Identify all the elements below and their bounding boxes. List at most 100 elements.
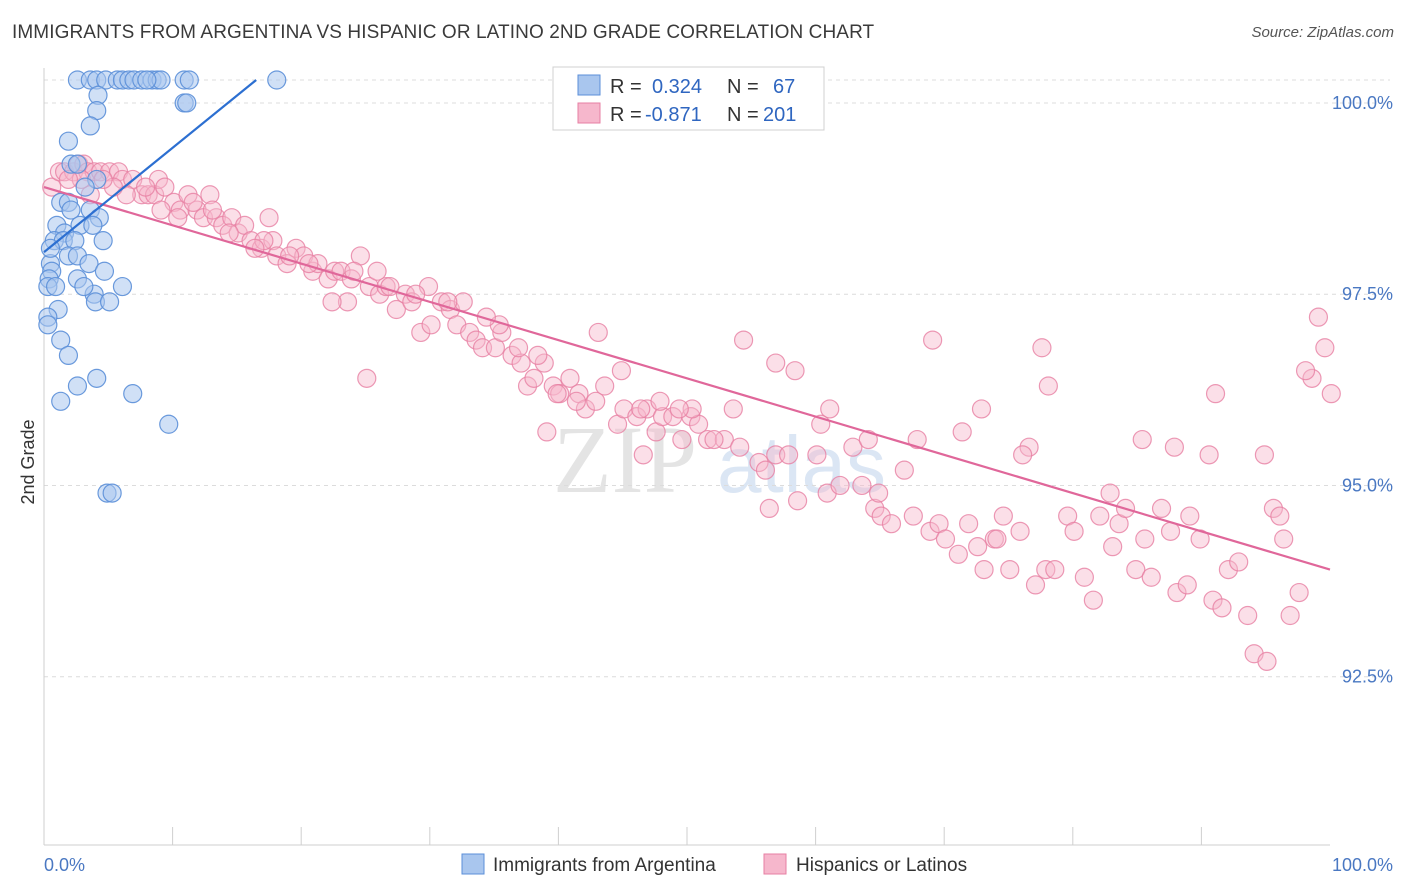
hispanic-point xyxy=(730,437,750,457)
argentina-point xyxy=(87,368,107,388)
argentina-point xyxy=(79,254,99,274)
hispanic-point xyxy=(633,445,653,465)
argentina-point xyxy=(58,345,79,365)
hispanic-point xyxy=(1274,529,1294,549)
hispanic-point xyxy=(881,514,902,534)
hispanic-point xyxy=(952,422,972,442)
hispanic-point xyxy=(1295,361,1316,381)
y-tick-label-1: 95.0% xyxy=(1342,475,1393,495)
hispanic-point xyxy=(650,391,670,411)
argentina-point xyxy=(51,330,71,350)
hispanic-point xyxy=(1045,559,1065,580)
argentina-point xyxy=(58,131,79,151)
legend-n-label-2: N = xyxy=(727,104,759,126)
hispanic-point xyxy=(151,200,171,220)
series-legend: Immigrants from Argentina Hispanics or L… xyxy=(461,853,967,876)
legend-n-label-1: N = xyxy=(727,76,759,98)
legend-r-value-1: 0.324 xyxy=(652,76,702,98)
hispanic-point xyxy=(1126,559,1146,580)
argentina-point xyxy=(80,116,100,136)
legend-n-value-2: 201 xyxy=(763,104,796,126)
hispanic-point xyxy=(586,391,606,411)
hispanic-point xyxy=(1177,575,1197,595)
hispanic-point xyxy=(1038,376,1058,396)
hispanic-point xyxy=(935,529,956,549)
argentina-point xyxy=(99,292,120,312)
hispanic-point xyxy=(1032,338,1052,358)
hispanic-point xyxy=(714,429,734,450)
hispanic-point xyxy=(1025,575,1046,595)
argentina-point xyxy=(102,483,122,503)
hispanic-point xyxy=(778,445,799,465)
hispanic-point xyxy=(987,529,1007,549)
chart-title: IMMIGRANTS FROM ARGENTINA VS HISPANIC OR… xyxy=(12,22,875,43)
hispanic-point xyxy=(869,483,889,503)
hispanic-point xyxy=(1238,605,1258,626)
argentina-point xyxy=(75,177,95,197)
hispanic-point xyxy=(652,407,673,427)
hispanic-point xyxy=(367,261,387,281)
y-tick-label-2: 97.5% xyxy=(1342,284,1393,304)
hispanic-point xyxy=(460,322,480,343)
hispanic-point xyxy=(843,437,863,457)
hispanic-point xyxy=(1257,651,1277,672)
trend-lines xyxy=(43,79,1331,571)
hispanic-point xyxy=(959,514,979,534)
y-tick-label-3: 100.0% xyxy=(1332,93,1393,113)
hispanic-point xyxy=(672,429,692,450)
bottom-legend-argentina: Immigrants from Argentina xyxy=(493,855,716,876)
hispanic-point xyxy=(588,322,608,343)
hispanic-point xyxy=(566,391,587,411)
hispanic-point xyxy=(259,208,279,228)
hispanic-point xyxy=(386,299,406,320)
argentina-point xyxy=(74,276,94,297)
hispanic-point xyxy=(830,475,850,496)
hispanic-point xyxy=(1164,437,1184,457)
argentina-point xyxy=(159,414,179,434)
hispanic-point xyxy=(524,368,544,388)
x-tick-labels: 0.0% 100.0% xyxy=(44,855,1393,875)
hispanic-point xyxy=(611,361,632,381)
argentina-point xyxy=(267,70,287,90)
hispanic-point xyxy=(1019,437,1039,457)
watermark-zip: ZIP xyxy=(553,406,697,513)
hispanic-point xyxy=(968,537,988,557)
hispanic-point xyxy=(1308,307,1329,327)
argentina-point xyxy=(112,276,133,297)
hispanic-point xyxy=(948,544,968,564)
hispanic-point xyxy=(1254,445,1275,465)
hispanic-point xyxy=(1263,498,1284,518)
legend-r-label-1: R = xyxy=(610,76,642,98)
hispanic-point xyxy=(1010,521,1030,541)
watermark-atlas: atlas xyxy=(717,420,886,509)
hispanic-point xyxy=(1321,384,1341,404)
hispanic-point xyxy=(1180,506,1200,526)
hispanic-point xyxy=(923,330,943,350)
hispanic-point xyxy=(1132,429,1152,450)
hispanic-points xyxy=(42,154,1341,672)
hispanic-point xyxy=(871,506,891,526)
hispanic-point xyxy=(1103,537,1123,557)
hispanic-point xyxy=(1000,559,1020,580)
hispanic-point xyxy=(631,399,651,419)
hispanic-point xyxy=(1167,582,1187,603)
hispanic-point xyxy=(723,399,743,419)
legend-pink-swatch xyxy=(577,102,601,124)
x-tick-label-1: 100.0% xyxy=(1332,855,1393,875)
hispanic-point xyxy=(894,460,914,480)
hispanic-point xyxy=(993,506,1013,526)
hispanic-point xyxy=(704,429,724,450)
hispanic-point xyxy=(1135,529,1155,549)
hispanic-point xyxy=(681,407,701,427)
argentina-point xyxy=(137,70,157,90)
hispanic-point xyxy=(508,338,529,358)
argentina-point xyxy=(51,391,71,411)
hispanic-point xyxy=(337,292,358,312)
hispanic-point xyxy=(200,185,220,205)
legend-r-label-2: R = xyxy=(610,104,642,126)
argentina-point xyxy=(179,70,199,90)
hispanic-point xyxy=(971,399,992,419)
hispanic-point xyxy=(974,559,994,580)
hispanic-point xyxy=(547,384,567,404)
